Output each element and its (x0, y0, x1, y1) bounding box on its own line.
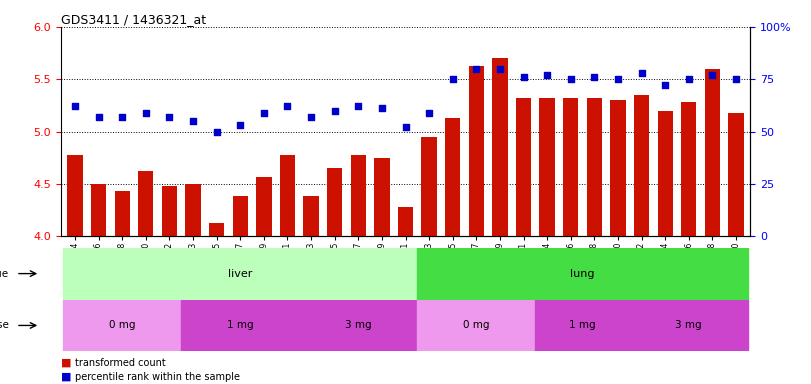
Point (163, 114, 176, 120)
Point (706, 72, 719, 78)
Text: transformed count: transformed count (75, 358, 166, 368)
Point (187, 118, 200, 124)
Bar (516, 98, 531, 236)
Text: ■: ■ (61, 372, 71, 382)
Bar (161, 186, 177, 236)
Text: GDS3411 / 1436321_at: GDS3411 / 1436321_at (61, 13, 206, 26)
Point (352, 103, 365, 109)
Bar (256, 177, 272, 236)
Bar (681, 102, 697, 236)
Bar (186, 184, 200, 236)
Text: 3 mg: 3 mg (676, 320, 702, 331)
Text: dose: dose (0, 320, 9, 331)
Bar (586, 98, 602, 236)
Point (470, 66, 483, 72)
Bar (492, 58, 508, 236)
Bar (398, 207, 413, 236)
Point (305, 114, 318, 120)
Text: lung: lung (570, 268, 594, 279)
Bar (539, 98, 555, 236)
Point (517, 74, 530, 80)
Bar (350, 154, 366, 236)
Bar (705, 69, 720, 236)
Point (375, 106, 388, 112)
Bar (418, 300, 535, 351)
Text: 3 mg: 3 mg (345, 320, 371, 331)
Bar (445, 118, 461, 236)
Point (541, 72, 554, 78)
Bar (658, 111, 673, 236)
Text: tissue: tissue (0, 268, 9, 279)
Bar (327, 168, 342, 236)
Text: ■: ■ (61, 358, 71, 368)
Bar (418, 248, 748, 300)
Bar (209, 223, 225, 236)
Text: 0 mg: 0 mg (463, 320, 490, 331)
Point (446, 76, 459, 82)
Bar (67, 154, 83, 236)
Bar (422, 137, 437, 236)
Point (564, 76, 577, 82)
Point (281, 103, 294, 109)
Point (328, 108, 341, 114)
Point (730, 76, 743, 82)
Point (139, 109, 152, 116)
Point (399, 124, 412, 131)
Bar (63, 300, 181, 351)
Point (611, 76, 624, 82)
Bar (299, 300, 418, 351)
Point (116, 114, 129, 120)
Bar (63, 248, 418, 300)
Point (682, 76, 695, 82)
Point (493, 66, 506, 72)
Bar (611, 100, 625, 236)
Bar (630, 300, 748, 351)
Text: percentile rank within the sample: percentile rank within the sample (75, 372, 240, 382)
Bar (233, 196, 248, 236)
Bar (374, 158, 389, 236)
Text: 1 mg: 1 mg (227, 320, 254, 331)
Bar (469, 66, 484, 236)
Point (659, 83, 672, 89)
Point (68, 103, 81, 109)
Bar (181, 300, 299, 351)
Point (635, 70, 648, 76)
Point (234, 122, 247, 128)
Text: liver: liver (228, 268, 252, 279)
Bar (91, 184, 106, 236)
Text: 1 mg: 1 mg (569, 320, 596, 331)
Bar (563, 98, 578, 236)
Text: 0 mg: 0 mg (109, 320, 135, 331)
Bar (303, 196, 319, 236)
Bar (634, 95, 650, 236)
Bar (114, 191, 130, 236)
Bar (535, 300, 630, 351)
Point (588, 74, 601, 80)
Bar (728, 113, 744, 236)
Point (210, 128, 223, 135)
Point (423, 109, 436, 116)
Bar (280, 154, 295, 236)
Bar (138, 171, 153, 236)
Point (257, 109, 270, 116)
Point (92, 114, 105, 120)
